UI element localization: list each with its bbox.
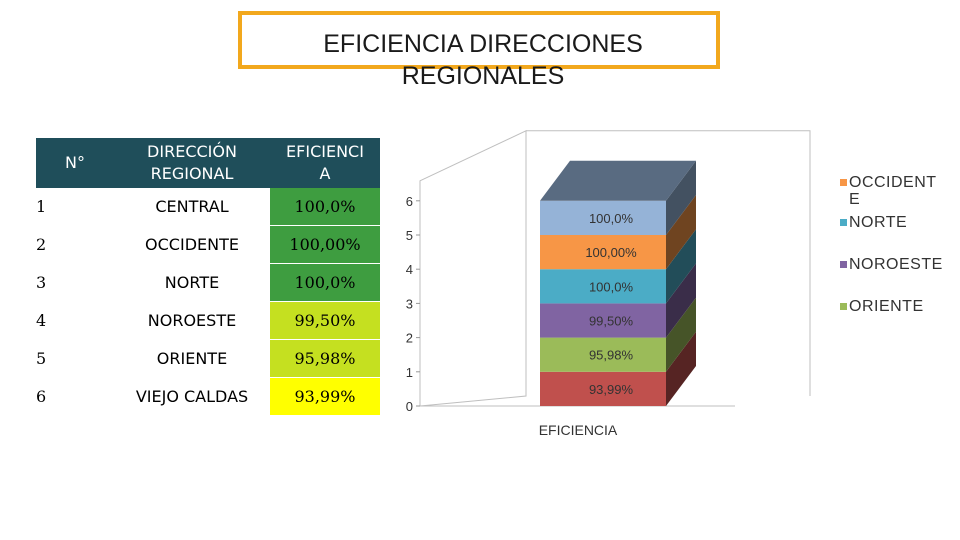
title-line-2: REGIONALES bbox=[401, 62, 565, 90]
header-eficiencia: EFICIENCI A bbox=[270, 138, 380, 188]
y-axis: 0 1 2 3 4 5 6 bbox=[406, 180, 421, 414]
bar-top-face bbox=[540, 160, 696, 201]
bar-segment-oriente bbox=[540, 337, 666, 372]
header-direccion-line2: REGIONAL bbox=[150, 164, 234, 183]
back-wall bbox=[526, 130, 811, 396]
y-tick-label: 0 bbox=[406, 399, 413, 414]
y-tick-label: 2 bbox=[406, 331, 413, 346]
row-number: 4 bbox=[36, 301, 114, 340]
header-direccion: DIRECCIÓN REGIONAL bbox=[114, 138, 270, 188]
data-labels: 93,99% 95,98% 99,50% 100,0% 100,00% 100,0% bbox=[585, 211, 637, 397]
bar-segment-noroeste bbox=[540, 303, 666, 338]
row-direccion: VIEJO CALDAS bbox=[114, 377, 270, 416]
legend-label: NORTE bbox=[849, 214, 908, 231]
table-row: 3 NORTE 100,0% bbox=[36, 263, 380, 302]
x-axis-label: EFICIENCIA bbox=[539, 422, 618, 438]
bar-segment-side bbox=[666, 195, 696, 270]
row-direccion: OCCIDENTE bbox=[114, 225, 270, 264]
data-label: 100,0% bbox=[589, 211, 634, 226]
y-tick-label: 1 bbox=[406, 365, 413, 380]
table-row: 1 CENTRAL 100,0% bbox=[36, 188, 380, 226]
data-label: 100,00% bbox=[585, 245, 637, 260]
title-frame bbox=[238, 11, 720, 69]
side-wall bbox=[419, 130, 527, 407]
legend-swatch bbox=[840, 303, 847, 310]
bar-segment-side bbox=[666, 263, 696, 338]
bar-segment-side bbox=[666, 229, 696, 304]
row-eficiencia: 99,50% bbox=[270, 301, 380, 340]
table-row: 5 ORIENTE 95,98% bbox=[36, 339, 380, 378]
page-title: EFICIENCIA DIRECCIONES REGIONALES bbox=[238, 28, 728, 92]
bar-segment-side bbox=[666, 331, 696, 406]
header-direccion-line1: DIRECCIÓN bbox=[147, 142, 237, 161]
legend-swatch bbox=[840, 219, 847, 226]
y-tick-label: 3 bbox=[406, 296, 413, 311]
row-eficiencia: 100,00% bbox=[270, 225, 380, 264]
y-tick-label: 4 bbox=[406, 262, 413, 277]
bar-segment-norte bbox=[540, 269, 666, 304]
bar-segment-side bbox=[666, 297, 696, 372]
efficiency-table: N° DIRECCIÓN REGIONAL EFICIENCI A 1 CENTR… bbox=[36, 138, 380, 416]
bar-segment-occidente bbox=[540, 235, 666, 270]
legend-label: ORIENTE bbox=[849, 298, 924, 315]
table-row: 6 VIEJO CALDAS 93,99% bbox=[36, 377, 380, 416]
title-line-1: EFICIENCIA DIRECCIONES bbox=[323, 30, 643, 58]
row-number: 3 bbox=[36, 263, 114, 302]
row-number: 5 bbox=[36, 339, 114, 378]
stacked-bar bbox=[540, 160, 696, 406]
table-header-row: N° DIRECCIÓN REGIONAL EFICIENCI A bbox=[36, 138, 380, 188]
row-direccion: NORTE bbox=[114, 263, 270, 302]
header-eficiencia-line2: A bbox=[319, 164, 331, 183]
legend-swatch bbox=[840, 179, 847, 186]
row-direccion: CENTRAL bbox=[114, 188, 270, 226]
row-eficiencia: 95,98% bbox=[270, 339, 380, 378]
row-number: 1 bbox=[36, 188, 114, 226]
bar-segment-viejo-caldas bbox=[540, 371, 666, 406]
data-label: 95,98% bbox=[589, 348, 634, 363]
row-eficiencia: 100,0% bbox=[270, 188, 380, 226]
data-label: 100,0% bbox=[589, 279, 634, 294]
row-eficiencia: 100,0% bbox=[270, 263, 380, 302]
y-tick-label: 6 bbox=[406, 194, 413, 209]
table-row: 4 NOROESTE 99,50% bbox=[36, 301, 380, 340]
data-label: 93,99% bbox=[589, 382, 634, 397]
row-direccion: NOROESTE bbox=[114, 301, 270, 340]
row-eficiencia: 93,99% bbox=[270, 377, 380, 416]
header-eficiencia-line1: EFICIENCI bbox=[286, 142, 364, 161]
row-direccion: ORIENTE bbox=[114, 339, 270, 378]
table-body: 1 CENTRAL 100,0% 2 OCCIDENTE 100,00% 3 NORTE 100… bbox=[36, 188, 380, 416]
header-num: N° bbox=[36, 138, 114, 188]
bar-segment-side bbox=[666, 160, 696, 235]
y-tick-label: 5 bbox=[406, 228, 413, 243]
legend-swatch bbox=[840, 261, 847, 268]
data-label: 99,50% bbox=[589, 314, 634, 329]
legend-label: NOROESTE bbox=[849, 256, 943, 273]
table-row: 2 OCCIDENTE 100,00% bbox=[36, 225, 380, 264]
row-number: 6 bbox=[36, 377, 114, 416]
legend-label: OCCIDENT E bbox=[849, 174, 937, 208]
efficiency-3d-chart: 0 1 2 3 4 5 6 93,99% 95,98% 99,50% 100,0% 100,00% 1… bbox=[406, 130, 811, 438]
row-number: 2 bbox=[36, 225, 114, 264]
bar-segment-central bbox=[540, 200, 666, 235]
